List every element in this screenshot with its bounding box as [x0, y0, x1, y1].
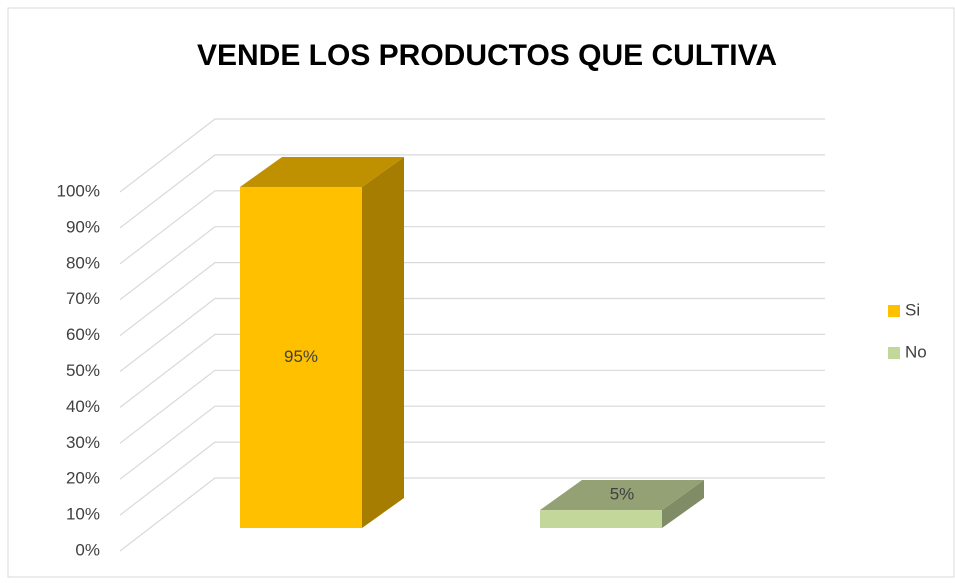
bar-top: [240, 156, 404, 187]
chart-border: [7, 7, 955, 578]
legend-label: Si: [905, 300, 920, 319]
data-label: 5%: [610, 485, 635, 504]
chart-title: VENDE LOS PRODUCTOS QUE CULTIVA: [197, 39, 777, 72]
y-tick-label: 0%: [75, 540, 100, 559]
y-tick-label: 70%: [66, 289, 100, 308]
grid-line: [119, 262, 825, 337]
grid-line: [119, 477, 825, 552]
legend-label: No: [905, 342, 927, 361]
grid-line: [119, 405, 825, 480]
data-label: 95%: [284, 347, 318, 366]
grid-line: [119, 190, 825, 265]
y-tick-label: 50%: [66, 361, 100, 380]
bar: [240, 186, 362, 528]
y-tick-label: 20%: [66, 469, 100, 488]
grid-line: [119, 333, 825, 408]
y-tick-label: 40%: [66, 397, 100, 416]
legend-swatch: [888, 347, 900, 359]
legend-swatch: [888, 305, 900, 317]
bar: [540, 510, 662, 528]
grid-line: [119, 118, 825, 193]
y-tick-label: 100%: [57, 181, 100, 200]
grid-line: [119, 369, 825, 444]
y-tick-label: 60%: [66, 325, 100, 344]
bar-side: [662, 480, 704, 528]
y-tick-label: 80%: [66, 253, 100, 272]
grid-line: [119, 226, 825, 301]
grid-line: [119, 154, 825, 229]
y-tick-label: 90%: [66, 217, 100, 236]
grid-line: [119, 441, 825, 516]
bar-top: [540, 480, 704, 511]
bar-side: [362, 156, 404, 528]
grid-line: [119, 297, 825, 372]
y-tick-label: 10%: [66, 505, 100, 524]
y-tick-label: 30%: [66, 433, 100, 452]
